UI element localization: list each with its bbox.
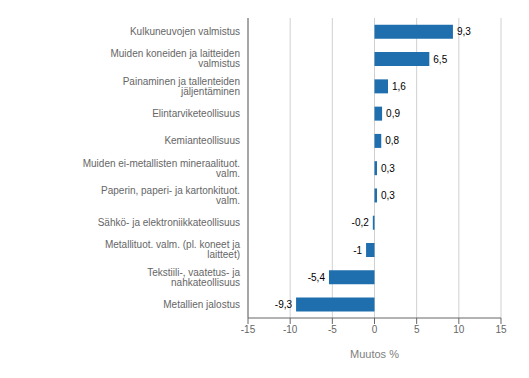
- svg-text:0,3: 0,3: [381, 190, 395, 201]
- svg-text:-9,3: -9,3: [275, 299, 293, 310]
- svg-text:Muutos %: Muutos %: [350, 348, 399, 360]
- svg-text:9,3: 9,3: [457, 26, 471, 37]
- svg-text:Paperin, paperi- ja kartonkitu: Paperin, paperi- ja kartonkituot.valm.: [101, 185, 240, 206]
- svg-text:6,5: 6,5: [433, 54, 447, 65]
- svg-text:-1: -1: [353, 245, 362, 256]
- svg-text:0: 0: [372, 324, 378, 335]
- svg-text:Metallien jalostus: Metallien jalostus: [163, 299, 240, 310]
- svg-text:0,9: 0,9: [386, 108, 400, 119]
- svg-text:10: 10: [453, 324, 465, 335]
- svg-text:0,8: 0,8: [385, 135, 399, 146]
- svg-text:Elintarviketeollisuus: Elintarviketeollisuus: [152, 108, 240, 119]
- svg-text:-10: -10: [283, 324, 298, 335]
- svg-text:5: 5: [414, 324, 420, 335]
- svg-text:-5: -5: [328, 324, 337, 335]
- svg-text:Tekstiili-, vaatetus- janahkat: Tekstiili-, vaatetus- janahkateollisuus: [147, 267, 240, 288]
- svg-text:Kulkuneuvojen valmistus: Kulkuneuvojen valmistus: [130, 26, 240, 37]
- svg-text:Sähkö- ja elektroniikkateollis: Sähkö- ja elektroniikkateollisuus: [98, 217, 240, 228]
- svg-text:0,3: 0,3: [381, 163, 395, 174]
- svg-text:Muiden koneiden ja laitteidenv: Muiden koneiden ja laitteidenvalmistus: [110, 48, 240, 69]
- svg-text:-5,4: -5,4: [308, 272, 326, 283]
- svg-text:1,6: 1,6: [392, 81, 406, 92]
- svg-text:Painaminen ja tallenteidenjälj: Painaminen ja tallenteidenjäljentäminen: [123, 76, 240, 97]
- svg-text:-15: -15: [241, 324, 256, 335]
- svg-text:Muiden ei-metallisten mineraal: Muiden ei-metallisten mineraalituot.valm…: [83, 158, 240, 179]
- svg-text:15: 15: [495, 324, 507, 335]
- svg-text:Kemianteollisuus: Kemianteollisuus: [164, 135, 240, 146]
- svg-text:Metallituot. valm. (pl. koneet: Metallituot. valm. (pl. koneet jalaittee…: [105, 239, 240, 260]
- svg-text:-0,2: -0,2: [352, 217, 370, 228]
